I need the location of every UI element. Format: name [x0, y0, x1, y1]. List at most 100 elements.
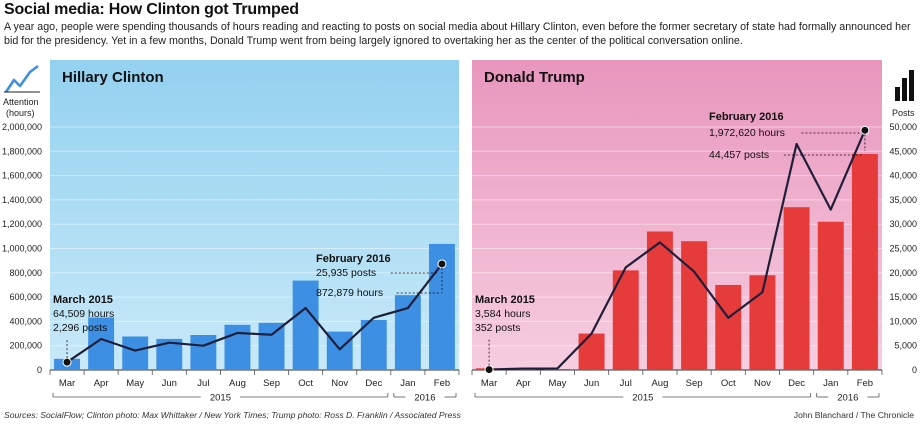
trump-month-label: Jan [823, 378, 838, 389]
clinton-annotation-line: 872,879 hours [316, 287, 383, 299]
clinton-left-axis-label: (hours) [6, 108, 35, 118]
bar-chart-icon-bar [902, 78, 907, 101]
clinton-panel-background [50, 60, 459, 370]
clinton-left-axis-tick: 600,000 [9, 292, 42, 302]
clinton-month-label: Jan [400, 378, 415, 389]
trump-right-axis-tick: 40,000 [889, 171, 917, 181]
clinton-left-axis-label: Attention [3, 97, 39, 107]
trump-month-label: Sep [686, 378, 703, 389]
clinton-month-label: Mar [59, 378, 75, 389]
clinton-month-label: Aug [229, 378, 246, 389]
trump-month-label: Aug [651, 378, 668, 389]
trump-right-axis-label: Posts [892, 108, 915, 118]
clinton-month-label: May [126, 378, 144, 389]
bar-chart-icon-bar [895, 87, 900, 101]
line-chart-icon [4, 64, 40, 93]
clinton-left-axis-tick: 1,800,000 [2, 146, 42, 156]
clinton-panel-title: Hillary Clinton [62, 69, 164, 86]
trump-year-label: 2016 [837, 393, 858, 404]
trump-month-label: Jul [620, 378, 632, 389]
clinton-month-label: Apr [94, 378, 109, 389]
clinton-bar-sep [258, 322, 285, 370]
clinton-annotation-line: 2,296 posts [53, 322, 107, 334]
trump-annotation-line: 352 posts [475, 322, 521, 334]
line-chart-icon-stroke [4, 64, 39, 93]
trump-month-label: Feb [857, 378, 873, 389]
trump-right-axis-tick: 30,000 [889, 219, 917, 229]
trump-month-label: Dec [788, 378, 805, 389]
clinton-month-label: Jul [197, 378, 209, 389]
trump-right-axis-tick: 5,000 [894, 341, 917, 351]
trump-annotation-line: 44,457 posts [709, 149, 769, 161]
clinton-annotation-start: March 2015 64,509 hours 2,296 posts [53, 294, 114, 334]
trump-bar-jul [612, 270, 639, 370]
trump-hours-line [489, 129, 866, 371]
trump-month-label: Jun [584, 378, 599, 389]
clinton-left-axis-tick: 1,400,000 [2, 195, 42, 205]
clinton-year-label: 2016 [414, 393, 435, 404]
clinton-left-axis-tick: 1,000,000 [2, 244, 42, 254]
trump-annotation-line: 3,584 hours [475, 308, 530, 320]
trump-panel-title: Donald Trump [484, 69, 585, 86]
clinton-annotation-line: 25,935 posts [316, 267, 376, 279]
trump-bar-aug [646, 231, 673, 370]
clinton-annotation-end: February 2016 25,935 posts 872,879 hours [316, 253, 391, 299]
sources-note: Sources: SocialFlow; Clinton photo: Max … [4, 410, 461, 420]
trump-month-label: Mar [481, 378, 497, 389]
clinton-bar-jul [190, 335, 217, 370]
clinton-bar-oct [292, 280, 319, 370]
clinton-hours-line [66, 263, 443, 364]
page-subtitle: A year ago, people were spending thousan… [4, 21, 911, 47]
trump-bar-dec [783, 207, 810, 370]
trump-right-axis-tick: 20,000 [889, 268, 917, 278]
clinton-left-axis-tick: 800,000 [9, 268, 42, 278]
trump-month-label: Apr [516, 378, 531, 389]
clinton-left-axis-tick: 400,000 [9, 316, 42, 326]
page-title: Social media: How Clinton got Trumped [4, 1, 299, 18]
trump-right-axis-tick: 45,000 [889, 146, 917, 156]
bar-chart-icon [895, 70, 914, 101]
trump-month-label: Nov [754, 378, 771, 389]
clinton-bar-aug [224, 324, 251, 370]
clinton-month-label: Dec [365, 378, 382, 389]
clinton-bar-may [122, 336, 149, 370]
clinton-annotation-header: February 2016 [316, 253, 391, 265]
trump-month-label: May [548, 378, 566, 389]
clinton-month-label: Oct [298, 378, 313, 389]
trump-bar-jun [578, 333, 605, 370]
trump-right-axis-tick: 0 [912, 365, 917, 375]
trump-year-label: 2015 [632, 393, 653, 404]
clinton-left-axis-tick: 1,200,000 [2, 219, 42, 229]
trump-bar-feb [851, 153, 878, 370]
trump-annotation-end: February 2016 1,972,620 hours 44,457 posts [709, 111, 785, 161]
credit-note: John Blanchard / The Chronicle [793, 410, 914, 420]
clinton-left-axis-tick: 1,600,000 [2, 171, 42, 181]
trump-right-axis-tick: 10,000 [889, 316, 917, 326]
clinton-left-axis-tick: 200,000 [9, 341, 42, 351]
clinton-month-label: Feb [434, 378, 450, 389]
trump-right-axis-tick: 25,000 [889, 244, 917, 254]
trump-panel-background [472, 60, 882, 370]
clinton-left-axis-tick: 2,000,000 [2, 122, 42, 132]
trump-right-axis-tick: 50,000 [889, 122, 917, 132]
clinton-annotation-line: 64,509 hours [53, 308, 114, 320]
clinton-month-label: Sep [263, 378, 280, 389]
bar-chart-icon-bar [909, 70, 914, 101]
trump-bar-oct [715, 284, 742, 370]
trump-bar-sep [681, 241, 708, 370]
clinton-bar-dec [360, 319, 387, 370]
trump-right-axis-tick: 35,000 [889, 195, 917, 205]
trump-annotation-header: February 2016 [709, 111, 784, 123]
clinton-month-label: Nov [331, 378, 348, 389]
trump-annotation-line: 1,972,620 hours [709, 127, 785, 139]
clinton-month-label: Jun [162, 378, 177, 389]
clinton-year-label: 2015 [210, 393, 231, 404]
trump-right-axis-tick: 15,000 [889, 292, 917, 302]
clinton-annotation-header: March 2015 [53, 294, 113, 306]
trump-annotation-start: March 2015 3,584 hours 352 posts [475, 294, 535, 334]
trump-month-label: Oct [721, 378, 736, 389]
trump-annotation-header: March 2015 [475, 294, 535, 306]
trump-bar-jan [817, 221, 844, 370]
clinton-left-axis-tick: 0 [37, 365, 42, 375]
